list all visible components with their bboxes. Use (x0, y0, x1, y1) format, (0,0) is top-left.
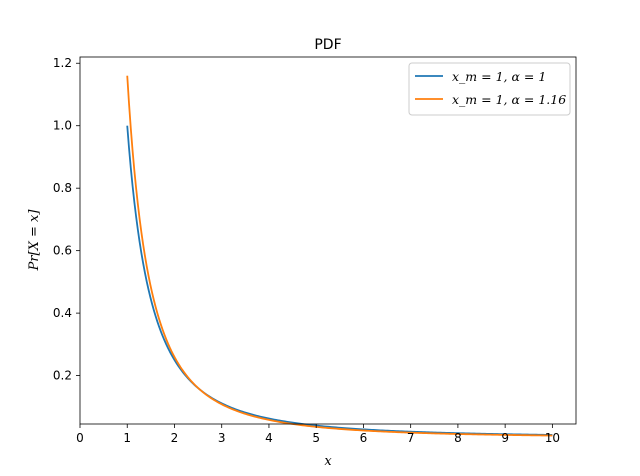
x-tick-label: 0 (76, 431, 84, 445)
x-tick-label: 8 (454, 431, 462, 445)
y-axis-label: Pr[X = x] (27, 209, 42, 272)
plot-frame (79, 56, 577, 425)
x-tick-label: 4 (265, 431, 273, 445)
y-tick-label: 1.0 (53, 119, 72, 133)
x-axis: 0 1 2 3 4 5 6 7 8 9 10 (76, 424, 560, 445)
x-axis-label: x (324, 454, 332, 469)
y-tick-label: 1.2 (53, 56, 72, 70)
y-axis: 0.2 0.4 0.6 0.8 1.0 1.2 (53, 56, 80, 383)
x-tick-label: 5 (312, 431, 320, 445)
x-tick-label: 10 (545, 431, 560, 445)
x-tick-label: 3 (218, 431, 226, 445)
x-tick-label: 1 (123, 431, 131, 445)
series-line-1 (126, 125, 553, 436)
y-tick-label: 0.6 (53, 244, 72, 258)
series-line-2 (126, 75, 553, 437)
y-tick-label: 0.8 (53, 181, 72, 195)
x-tick-label: 9 (501, 431, 509, 445)
legend-label-2: x_m = 1, α = 1.16 (452, 92, 566, 107)
plot-area (126, 75, 553, 437)
x-tick-label: 6 (360, 431, 368, 445)
y-tick-label: 0.4 (53, 306, 72, 320)
legend-box (408, 62, 571, 116)
x-tick-label: 2 (171, 431, 179, 445)
chart-title: PDF (314, 37, 341, 53)
legend-label-1: x_m = 1, α = 1 (452, 69, 546, 84)
legend: x_m = 1, α = 1 x_m = 1, α = 1.16 (408, 62, 571, 116)
x-tick-label: 7 (407, 431, 415, 445)
y-tick-label: 0.2 (53, 369, 72, 383)
